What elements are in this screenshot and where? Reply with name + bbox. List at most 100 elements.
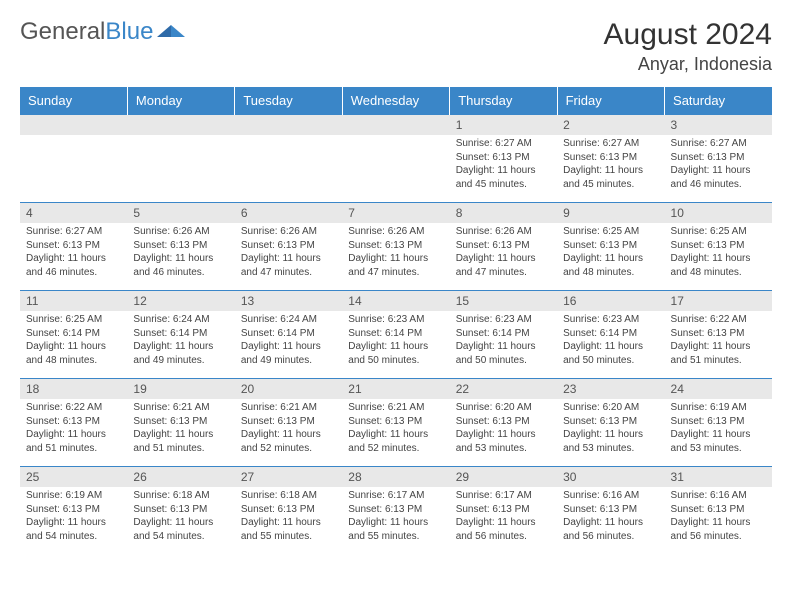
daylight-text: Daylight: 11 hours and 46 minutes. — [671, 164, 766, 191]
day-number: 30 — [557, 467, 664, 487]
daylight-text: Daylight: 11 hours and 56 minutes. — [563, 516, 658, 543]
sunrise-text: Sunrise: 6:23 AM — [456, 313, 551, 327]
day-details: Sunrise: 6:23 AMSunset: 6:14 PMDaylight:… — [342, 311, 449, 371]
calendar-day-cell: 12Sunrise: 6:24 AMSunset: 6:14 PMDayligh… — [127, 291, 234, 379]
daylight-text: Daylight: 11 hours and 52 minutes. — [348, 428, 443, 455]
day-details: Sunrise: 6:22 AMSunset: 6:13 PMDaylight:… — [665, 311, 772, 371]
calendar-day-cell: 20Sunrise: 6:21 AMSunset: 6:13 PMDayligh… — [235, 379, 342, 467]
sunrise-text: Sunrise: 6:25 AM — [26, 313, 121, 327]
day-number: 13 — [235, 291, 342, 311]
daylight-text: Daylight: 11 hours and 50 minutes. — [456, 340, 551, 367]
sunset-text: Sunset: 6:14 PM — [26, 327, 121, 341]
calendar-day-cell: 11 Sunrise: 6:25 AMSunset: 6:14 PMDayligh… — [20, 291, 127, 379]
sunrise-text: Sunrise: 6:26 AM — [348, 225, 443, 239]
sunrise-text: Sunrise: 6:27 AM — [26, 225, 121, 239]
day-details: Sunrise: 6:24 AMSunset: 6:14 PMDaylight:… — [235, 311, 342, 371]
day-details: Sunrise: 6:17 AMSunset: 6:13 PMDaylight:… — [342, 487, 449, 547]
sunset-text: Sunset: 6:13 PM — [563, 151, 658, 165]
calendar-day-cell: 30Sunrise: 6:16 AMSunset: 6:13 PMDayligh… — [557, 467, 664, 555]
sunrise-text: Sunrise: 6:21 AM — [348, 401, 443, 415]
calendar-body: 1Sunrise: 6:27 AMSunset: 6:13 PMDaylight… — [20, 115, 772, 555]
day-number: 12 — [127, 291, 234, 311]
calendar-day-cell: 14Sunrise: 6:23 AMSunset: 6:14 PMDayligh… — [342, 291, 449, 379]
calendar-day-cell: 21Sunrise: 6:21 AMSunset: 6:13 PMDayligh… — [342, 379, 449, 467]
sunset-text: Sunset: 6:14 PM — [348, 327, 443, 341]
sunrise-text: Sunrise: 6:24 AM — [241, 313, 336, 327]
sunrise-text: Sunrise: 6:24 AM — [133, 313, 228, 327]
calendar-day-cell — [20, 115, 127, 203]
day-number: 4 — [20, 203, 127, 223]
sunset-text: Sunset: 6:13 PM — [241, 503, 336, 517]
sunset-text: Sunset: 6:14 PM — [133, 327, 228, 341]
calendar-day-cell: 7Sunrise: 6:26 AMSunset: 6:13 PMDaylight… — [342, 203, 449, 291]
daylight-text: Daylight: 11 hours and 54 minutes. — [26, 516, 121, 543]
sunrise-text: Sunrise: 6:19 AM — [671, 401, 766, 415]
day-number: 31 — [665, 467, 772, 487]
calendar-day-cell: 29Sunrise: 6:17 AMSunset: 6:13 PMDayligh… — [450, 467, 557, 555]
calendar-day-cell: 4Sunrise: 6:27 AMSunset: 6:13 PMDaylight… — [20, 203, 127, 291]
day-details: Sunrise: 6:26 AMSunset: 6:13 PMDaylight:… — [342, 223, 449, 283]
day-number: 29 — [450, 467, 557, 487]
sunset-text: Sunset: 6:13 PM — [671, 415, 766, 429]
day-details — [20, 135, 127, 141]
day-number: 19 — [127, 379, 234, 399]
sunset-text: Sunset: 6:13 PM — [348, 415, 443, 429]
day-number: 3 — [665, 115, 772, 135]
day-number: 14 — [342, 291, 449, 311]
calendar-day-cell: 27Sunrise: 6:18 AMSunset: 6:13 PMDayligh… — [235, 467, 342, 555]
calendar-day-cell: 16Sunrise: 6:23 AMSunset: 6:14 PMDayligh… — [557, 291, 664, 379]
sunset-text: Sunset: 6:13 PM — [348, 503, 443, 517]
day-number — [127, 115, 234, 135]
sunset-text: Sunset: 6:13 PM — [133, 415, 228, 429]
location-label: Anyar, Indonesia — [604, 54, 772, 75]
day-details: Sunrise: 6:23 AMSunset: 6:14 PMDaylight:… — [557, 311, 664, 371]
weekday-header: Saturday — [665, 87, 772, 115]
calendar-table: Sunday Monday Tuesday Wednesday Thursday… — [20, 87, 772, 555]
day-details — [342, 135, 449, 141]
day-details: Sunrise: 6:27 AMSunset: 6:13 PMDaylight:… — [20, 223, 127, 283]
calendar-day-cell: 13Sunrise: 6:24 AMSunset: 6:14 PMDayligh… — [235, 291, 342, 379]
calendar-week-row: 25Sunrise: 6:19 AMSunset: 6:13 PMDayligh… — [20, 467, 772, 555]
sunrise-text: Sunrise: 6:17 AM — [348, 489, 443, 503]
day-number: 24 — [665, 379, 772, 399]
daylight-text: Daylight: 11 hours and 48 minutes. — [26, 340, 121, 367]
sunset-text: Sunset: 6:13 PM — [671, 151, 766, 165]
weekday-header: Monday — [127, 87, 234, 115]
day-number: 23 — [557, 379, 664, 399]
day-details: Sunrise: 6:19 AMSunset: 6:13 PMDaylight:… — [665, 399, 772, 459]
daylight-text: Daylight: 11 hours and 53 minutes. — [563, 428, 658, 455]
sunset-text: Sunset: 6:13 PM — [563, 415, 658, 429]
day-details: Sunrise: 6:25 AMSunset: 6:13 PMDaylight:… — [557, 223, 664, 283]
day-details: Sunrise: 6:27 AMSunset: 6:13 PMDaylight:… — [557, 135, 664, 195]
day-number: 5 — [127, 203, 234, 223]
calendar-day-cell: 18Sunrise: 6:22 AMSunset: 6:13 PMDayligh… — [20, 379, 127, 467]
calendar-day-cell: 2Sunrise: 6:27 AMSunset: 6:13 PMDaylight… — [557, 115, 664, 203]
brand-logo: GeneralBlue — [20, 18, 187, 46]
sunrise-text: Sunrise: 6:21 AM — [133, 401, 228, 415]
calendar-day-cell: 10Sunrise: 6:25 AMSunset: 6:13 PMDayligh… — [665, 203, 772, 291]
sunrise-text: Sunrise: 6:25 AM — [671, 225, 766, 239]
calendar-day-cell: 6Sunrise: 6:26 AMSunset: 6:13 PMDaylight… — [235, 203, 342, 291]
sunrise-text: Sunrise: 6:26 AM — [456, 225, 551, 239]
day-number: 20 — [235, 379, 342, 399]
sunrise-text: Sunrise: 6:26 AM — [133, 225, 228, 239]
weekday-header-row: Sunday Monday Tuesday Wednesday Thursday… — [20, 87, 772, 115]
calendar-day-cell: 23Sunrise: 6:20 AMSunset: 6:13 PMDayligh… — [557, 379, 664, 467]
sunset-text: Sunset: 6:13 PM — [241, 239, 336, 253]
calendar-week-row: 4Sunrise: 6:27 AMSunset: 6:13 PMDaylight… — [20, 203, 772, 291]
weekday-header: Tuesday — [235, 87, 342, 115]
day-number: 11 — [20, 291, 127, 311]
daylight-text: Daylight: 11 hours and 51 minutes. — [671, 340, 766, 367]
sunset-text: Sunset: 6:14 PM — [456, 327, 551, 341]
daylight-text: Daylight: 11 hours and 55 minutes. — [241, 516, 336, 543]
daylight-text: Daylight: 11 hours and 53 minutes. — [456, 428, 551, 455]
sunset-text: Sunset: 6:13 PM — [456, 151, 551, 165]
calendar-day-cell — [342, 115, 449, 203]
sunset-text: Sunset: 6:14 PM — [241, 327, 336, 341]
day-number — [20, 115, 127, 135]
daylight-text: Daylight: 11 hours and 56 minutes. — [456, 516, 551, 543]
day-details: Sunrise: 6:26 AMSunset: 6:13 PMDaylight:… — [450, 223, 557, 283]
calendar-day-cell: 28Sunrise: 6:17 AMSunset: 6:13 PMDayligh… — [342, 467, 449, 555]
day-number: 9 — [557, 203, 664, 223]
sunset-text: Sunset: 6:13 PM — [26, 415, 121, 429]
